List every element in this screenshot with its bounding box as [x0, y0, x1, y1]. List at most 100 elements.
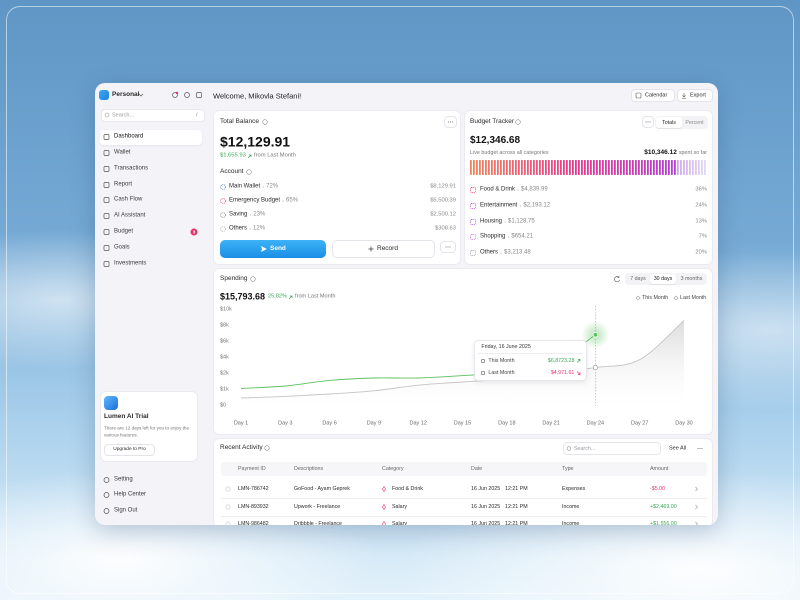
category: Salary — [392, 520, 408, 525]
budget-stripe — [548, 160, 550, 175]
search-box[interactable] — [101, 109, 205, 122]
budget-stripe — [659, 160, 661, 175]
budget-stripe — [518, 160, 520, 175]
period-option[interactable]: 7 days — [630, 275, 646, 282]
budget-stripe — [653, 160, 655, 175]
separator-dot — [500, 252, 502, 254]
toggle-label[interactable]: Percent — [685, 119, 704, 126]
nav-item[interactable]: Report — [114, 181, 133, 188]
calendar-label[interactable]: Calendar — [645, 92, 668, 99]
more-dot — [445, 246, 447, 248]
activity-search[interactable] — [563, 442, 661, 455]
nav-icon — [103, 197, 110, 203]
category-share: 7% — [698, 233, 707, 240]
nav-item[interactable]: Investments — [114, 260, 147, 267]
tooltip — [474, 340, 588, 381]
nav-icon — [103, 166, 110, 172]
account-amount: $8,129.91 — [430, 183, 456, 190]
budget-stripe — [596, 160, 598, 175]
category-name: Others — [480, 249, 499, 256]
budget-stripe — [563, 160, 565, 175]
budget-stripe — [560, 160, 562, 175]
budget-stripe — [506, 160, 508, 175]
footer-item[interactable]: Sign Out — [114, 507, 138, 514]
budget-stripe — [470, 160, 472, 175]
legend-marker — [635, 295, 641, 301]
x-tick-label: Day 3 — [278, 420, 293, 427]
time: 12:21 PM — [505, 520, 528, 525]
nav-icon — [103, 182, 110, 188]
info-icon — [264, 445, 270, 451]
amount: -$5.00 — [650, 485, 666, 492]
budget-stripe — [575, 160, 577, 175]
budget-card — [464, 110, 713, 265]
export-label[interactable]: Export — [690, 92, 706, 99]
period-option[interactable]: 30 days — [653, 275, 673, 282]
workspace-name[interactable]: Personal — [112, 91, 140, 99]
toggle-label[interactable]: Totals — [662, 119, 676, 126]
see-all-link[interactable]: See All — [669, 445, 687, 452]
budget-stripe — [683, 160, 685, 175]
notification-dot — [175, 91, 179, 95]
more-dot — [448, 121, 449, 123]
tooltip-divider — [478, 353, 584, 354]
date: 16 Jun 2025 — [471, 485, 501, 492]
upgrade-button[interactable] — [104, 444, 155, 456]
category-name: Food & Drink — [480, 186, 516, 193]
toggle-active[interactable] — [656, 117, 682, 128]
budget-stripe — [572, 160, 574, 175]
period-active[interactable] — [650, 274, 676, 284]
more-dot — [450, 121, 451, 123]
category-icon — [470, 234, 476, 240]
budget-stripe — [497, 160, 499, 175]
account-share: 23% — [253, 211, 266, 218]
budget-stripe — [566, 160, 568, 175]
nav-item[interactable]: Cash Flow — [114, 196, 143, 203]
budget-stripe — [620, 160, 622, 175]
row-chevron — [695, 486, 698, 492]
nav-item[interactable]: Dashboard — [114, 133, 144, 140]
budget-stripe — [599, 160, 601, 175]
more-dot — [701, 448, 703, 449]
more-dot — [447, 246, 449, 248]
period-option[interactable]: 3 months — [680, 275, 703, 282]
budget-stripe — [590, 160, 592, 175]
trial-icon — [104, 396, 118, 410]
budget-stripe — [515, 160, 517, 175]
calendar-button[interactable] — [631, 89, 675, 102]
budget-stripe — [611, 160, 613, 175]
account-amount: $308.63 — [435, 225, 456, 232]
payment-id: LMN-893932 — [238, 503, 269, 510]
budget-stripe — [536, 160, 538, 175]
balance-note: from Last Month — [254, 152, 296, 159]
footer-item[interactable]: Setting — [114, 476, 133, 483]
nav-item[interactable]: AI Assistant — [114, 212, 146, 219]
record-label[interactable]: Record — [377, 245, 398, 253]
category-icon — [470, 203, 476, 209]
budget-stripe — [608, 160, 610, 175]
send-icon — [261, 246, 267, 252]
footer-item[interactable]: Help Center — [114, 491, 147, 498]
nav-item[interactable]: Budget — [114, 228, 134, 235]
budget-stripe — [494, 160, 496, 175]
layout-icon — [196, 92, 202, 98]
send-label[interactable]: Send — [270, 245, 286, 253]
plus-icon — [368, 246, 374, 252]
welcome-text: Welcome, Mikovla Stefani! — [213, 91, 302, 100]
category-name: Shopping — [480, 233, 506, 240]
upgrade-label[interactable]: Upgrade to Pro — [113, 447, 146, 453]
category-icon — [382, 503, 386, 511]
record-button[interactable] — [332, 240, 435, 258]
budget-stripe — [527, 160, 529, 175]
category-icon — [470, 219, 476, 225]
row-checkbox — [225, 486, 231, 492]
nav-item[interactable]: Transactions — [114, 165, 149, 172]
budget-stripe — [479, 160, 481, 175]
nav-icon — [103, 261, 110, 267]
nav-item[interactable]: Goals — [114, 244, 130, 251]
nav-item[interactable]: Wallet — [114, 149, 131, 156]
row-checkbox — [225, 504, 231, 510]
spending-total: $15,793.68 — [220, 291, 266, 302]
send-button[interactable] — [220, 240, 326, 258]
